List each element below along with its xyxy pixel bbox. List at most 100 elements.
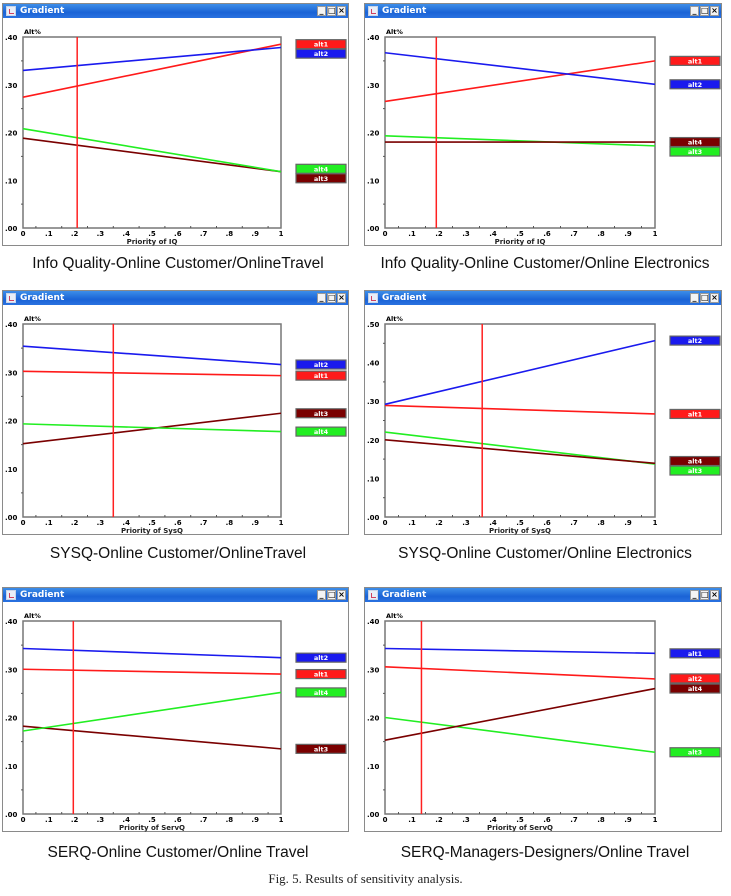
legend-label: alt3 <box>314 410 328 418</box>
close-button[interactable]: × <box>710 293 719 303</box>
gradient-window: Gradient _ □ × Alt% .00 .10 .20 .30 .40 0 .1 .2 .3 .4.… <box>2 3 349 246</box>
x-axis-label: Priority of ServQ <box>487 824 553 832</box>
x-tick-label: 0 <box>21 230 26 238</box>
legend-item-alt1: alt1 <box>295 39 347 50</box>
x-tick-label: .5 <box>148 519 156 527</box>
x-tick-label: .9 <box>624 816 632 824</box>
y-tick-label: .00 <box>5 514 18 522</box>
x-tick-label: .2 <box>71 230 79 238</box>
y-tick-label: .10 <box>5 763 18 771</box>
x-tick-label: .5 <box>516 230 524 238</box>
legend-label: alt4 <box>688 685 703 693</box>
legend-item-alt4: alt4 <box>295 426 347 437</box>
window-title: Gradient <box>20 6 65 16</box>
maximize-button[interactable]: □ <box>327 6 336 16</box>
series-line-alt1 <box>22 370 282 377</box>
legend-label: alt2 <box>314 654 328 662</box>
java-app-icon <box>6 590 16 600</box>
minimize-button[interactable]: _ <box>690 590 699 600</box>
window-titlebar[interactable]: Gradient _ □ × <box>3 4 348 18</box>
panel-caption: Info Quality-Online Customer/Online Elec… <box>380 255 710 272</box>
y-tick-label: .20 <box>5 418 18 426</box>
maximize-button[interactable]: □ <box>700 293 709 303</box>
series-line-alt3 <box>384 716 656 754</box>
y-tick-label: .30 <box>5 82 18 90</box>
series-line-alt4 <box>22 423 282 433</box>
x-tick-label: .8 <box>597 816 605 824</box>
series-line-alt3 <box>22 137 282 173</box>
x-tick-label: .7 <box>200 519 208 527</box>
x-tick-label: .3 <box>97 230 105 238</box>
x-tick-label: .6 <box>174 230 182 238</box>
close-button[interactable]: × <box>710 6 719 16</box>
minimize-button[interactable]: _ <box>317 293 326 303</box>
y-tick-label: .10 <box>367 763 380 771</box>
legend-swatch <box>669 673 721 684</box>
legend-item-alt2: alt2 <box>295 48 347 59</box>
x-tick-label: .4 <box>489 230 497 238</box>
x-tick-label: .9 <box>251 230 259 238</box>
sensitivity-chart: Alt% .00 .10 .20 .30 .40 0 .1 .2 .3 .4 .5 .6 .7 .8 .9 1 P… <box>5 612 347 832</box>
close-button[interactable]: × <box>337 293 346 303</box>
x-tick-label: .7 <box>570 816 578 824</box>
x-tick-label: .6 <box>174 519 182 527</box>
minimize-button[interactable]: _ <box>690 6 699 16</box>
window-title: Gradient <box>382 293 427 303</box>
window-titlebar[interactable]: Gradient _ □ × <box>365 4 721 18</box>
x-tick-label: .8 <box>226 519 234 527</box>
y-tick-label: .10 <box>367 177 380 185</box>
x-tick-label: .8 <box>597 230 605 238</box>
y-tick-label: .20 <box>367 715 380 723</box>
window-title: Gradient <box>382 590 427 600</box>
x-tick-label: .5 <box>516 519 524 527</box>
y-tick-label: .30 <box>367 398 380 406</box>
maximize-button[interactable]: □ <box>700 6 709 16</box>
close-button[interactable]: × <box>710 590 719 600</box>
series-line-alt1 <box>384 404 656 415</box>
window-titlebar[interactable]: Gradient _ □ × <box>365 588 721 602</box>
x-axis-label: Priority of IQ <box>127 238 178 246</box>
minimize-button[interactable]: _ <box>317 590 326 600</box>
maximize-button[interactable]: □ <box>327 590 336 600</box>
y-tick-label: .00 <box>367 225 380 233</box>
y-tick-label: .10 <box>5 177 18 185</box>
x-tick-label: .1 <box>408 230 416 238</box>
figure-caption: Fig. 5. Results of sensitivity analysis. <box>268 871 463 886</box>
y-tick-label: .40 <box>367 360 380 368</box>
x-tick-label: 1 <box>279 816 284 824</box>
plot-area <box>384 323 656 518</box>
y-axis-label: Alt% <box>386 28 403 36</box>
java-app-icon <box>6 293 16 303</box>
minimize-button[interactable]: _ <box>690 293 699 303</box>
window-titlebar[interactable]: Gradient _ □ × <box>3 291 348 305</box>
x-tick-label: .3 <box>462 230 470 238</box>
legend-item-alt2: alt2 <box>295 652 347 663</box>
x-tick-label: .8 <box>226 230 234 238</box>
minimize-button[interactable]: _ <box>317 6 326 16</box>
gradient-window: Gradient _ □ × Alt% .00 .10 .20 .30 .40 0 .1 .2 .3 .4.… <box>2 290 349 535</box>
series-line-alt1 <box>22 43 282 98</box>
legend-item-alt4: alt4 <box>669 455 721 467</box>
close-button[interactable]: × <box>337 590 346 600</box>
x-tick-label: .2 <box>435 816 443 824</box>
x-axis-label: Priority of SysQ <box>489 527 551 535</box>
close-button[interactable]: × <box>337 6 346 16</box>
maximize-button[interactable]: □ <box>327 293 336 303</box>
legend-label: alt2 <box>688 675 702 683</box>
series-line-alt1 <box>384 647 656 655</box>
y-tick-label: .30 <box>5 666 18 674</box>
window-titlebar[interactable]: Gradient _ □ × <box>3 588 348 602</box>
legend-label: alt2 <box>314 361 328 369</box>
legend-label: alt1 <box>314 671 329 679</box>
y-tick-label: .40 <box>367 618 380 626</box>
maximize-button[interactable]: □ <box>700 590 709 600</box>
window-title: Gradient <box>382 6 427 16</box>
legend-item-alt3: alt3 <box>295 408 347 419</box>
x-tick-label: 0 <box>383 816 388 824</box>
y-tick-label: .40 <box>5 321 18 329</box>
legend-item-alt1: alt1 <box>669 408 721 420</box>
x-tick-label: .7 <box>570 230 578 238</box>
y-tick-label: .20 <box>5 130 18 138</box>
legend-swatch <box>295 370 347 381</box>
window-titlebar[interactable]: Gradient _ □ × <box>365 291 721 305</box>
